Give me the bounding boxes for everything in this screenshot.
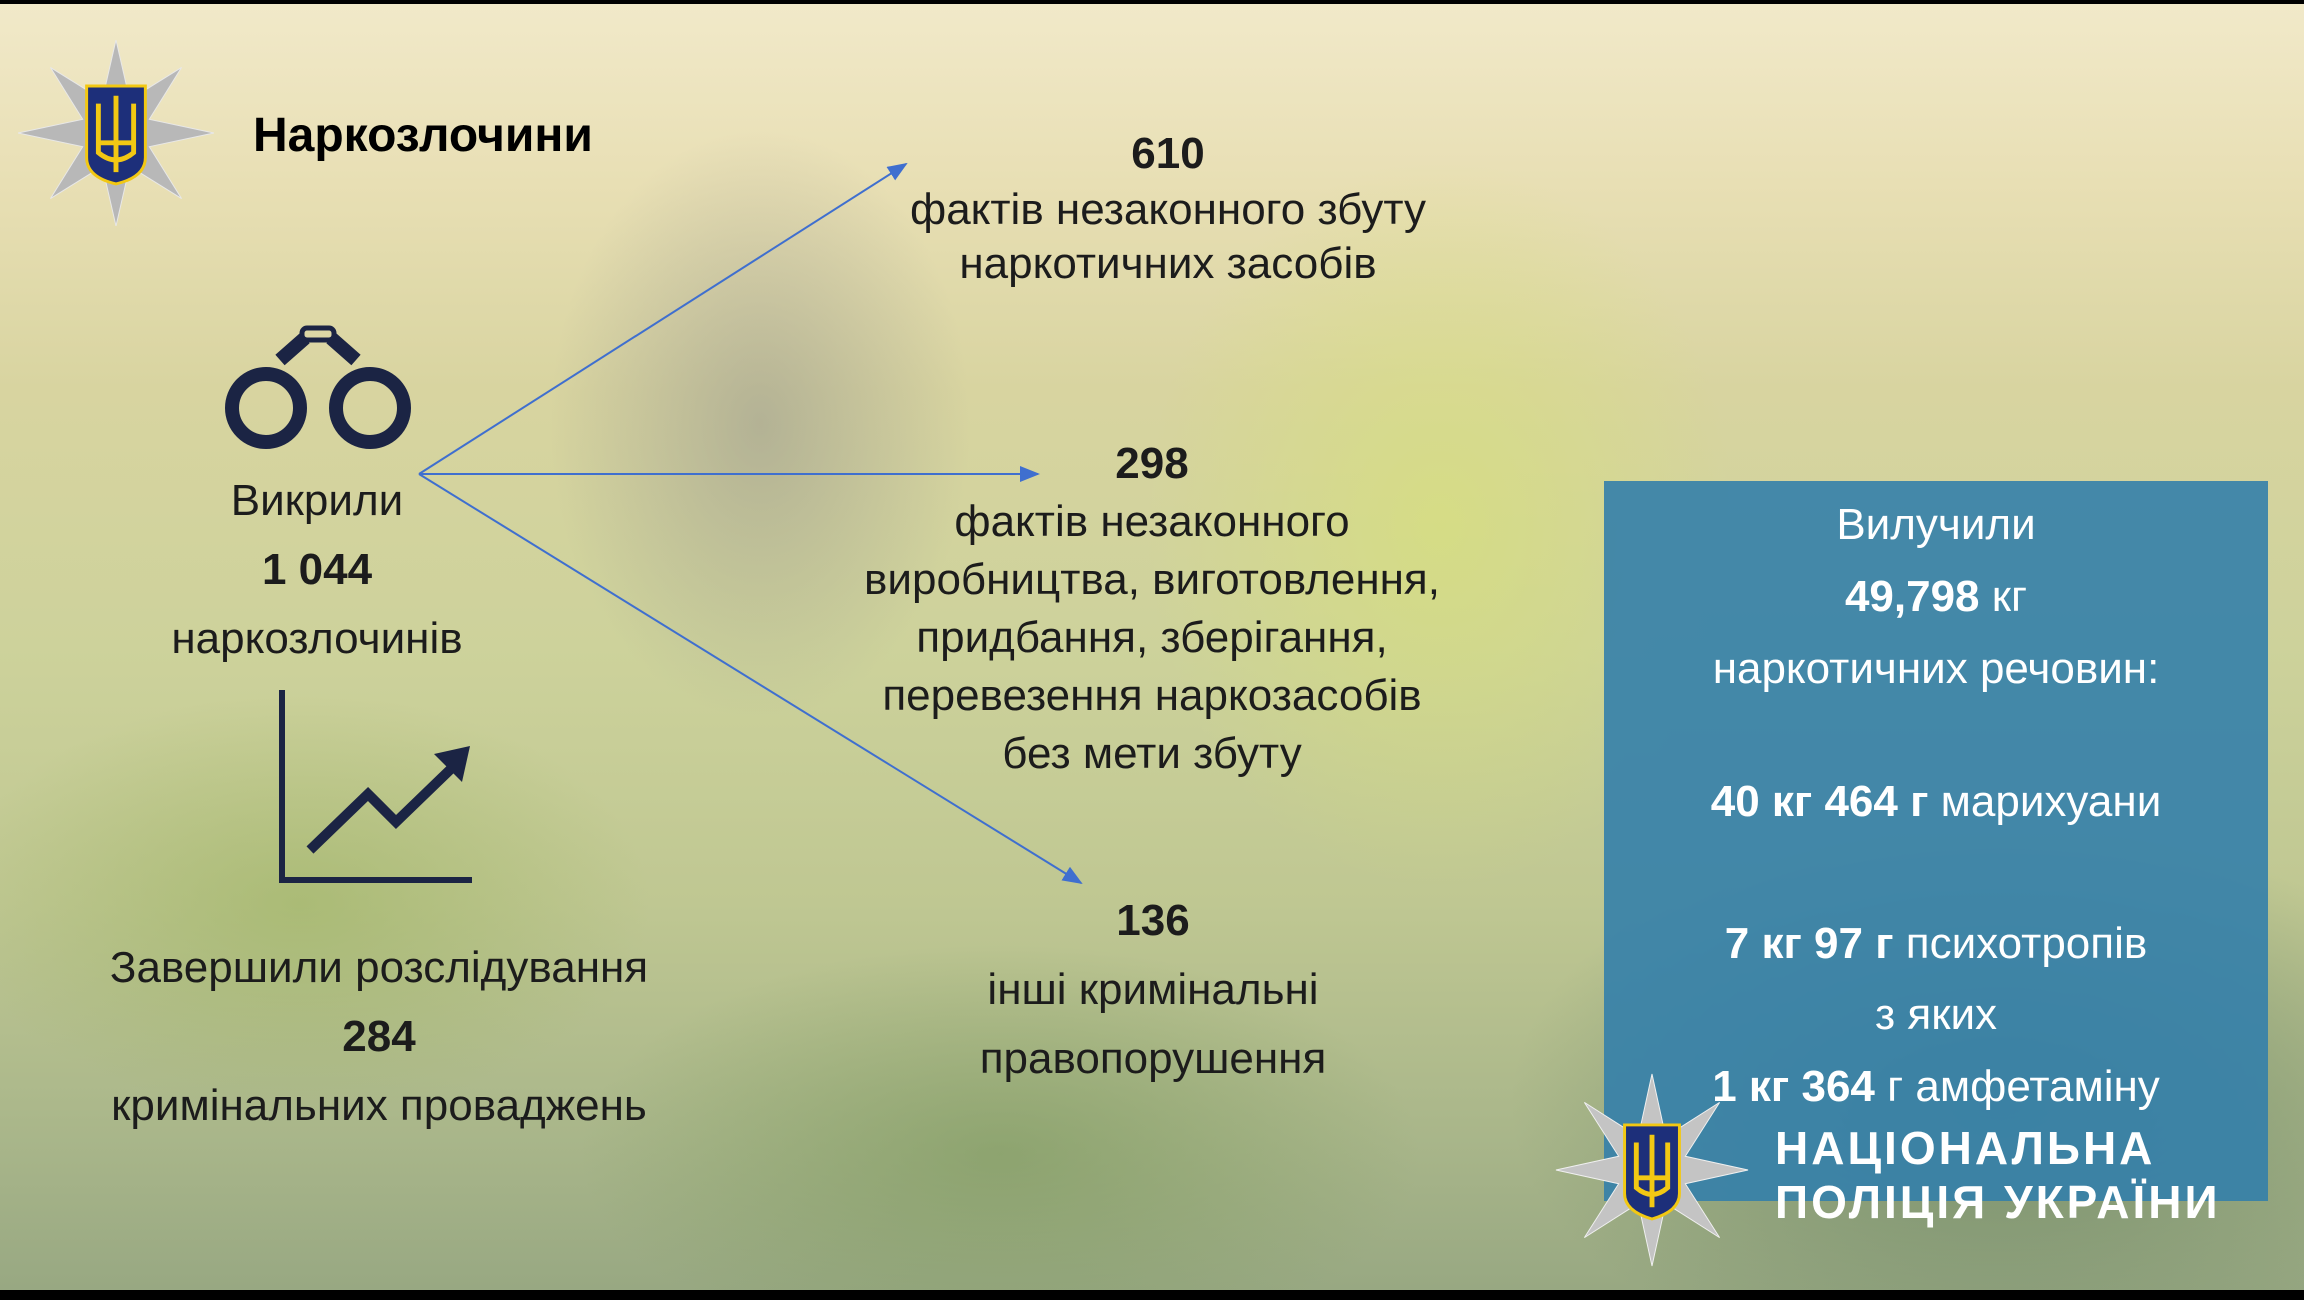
line: правопорушення bbox=[979, 1034, 1327, 1083]
breakdown-136: 136 інші кримінальні правопорушення bbox=[980, 886, 1327, 1093]
exposed-label: Викрили bbox=[230, 476, 404, 525]
line: наркотичних засобів bbox=[959, 239, 1377, 288]
line: фактів незаконного збуту bbox=[909, 185, 1427, 234]
police-emblem-icon bbox=[18, 40, 214, 226]
page-title: Наркозлочини bbox=[253, 109, 593, 162]
line: фактів незаконного bbox=[954, 497, 1350, 546]
completed-label: Завершили розслідування bbox=[109, 943, 649, 992]
seized-amphetamine: 1 кг 364 г амфетаміну bbox=[1712, 1058, 2160, 1116]
seized-of-which: з яких bbox=[1874, 990, 1998, 1039]
amount: 1 кг 364 bbox=[1712, 1062, 1875, 1111]
seized-panel bbox=[1604, 481, 2268, 1201]
substance: психотропів bbox=[1905, 919, 2148, 968]
police-emblem-footer-icon bbox=[1555, 1073, 1749, 1267]
line: придбання, зберігання, bbox=[916, 613, 1388, 662]
completed-count: 284 bbox=[342, 1012, 416, 1061]
exposed-unit: наркозлочинів bbox=[171, 614, 463, 663]
seized-desc: наркотичних речовин: bbox=[1712, 644, 2160, 693]
line: виробництва, виготовлення, bbox=[864, 555, 1440, 604]
seized-total: 49,798 кг bbox=[1845, 568, 2027, 626]
line: перевезення наркозасобів bbox=[882, 671, 1422, 720]
line: без мети збуту bbox=[1002, 729, 1302, 778]
total-value: 49,798 bbox=[1844, 572, 1980, 621]
seized-label: Вилучили bbox=[1836, 500, 2036, 549]
breakdown-610: 610 фактів незаконного збуту наркотичних… bbox=[910, 125, 1426, 291]
handcuffs-icon bbox=[225, 325, 411, 449]
growth-chart-icon bbox=[279, 690, 472, 883]
amount: 40 кг 464 г bbox=[1710, 777, 1929, 826]
count: 136 bbox=[1116, 896, 1190, 945]
completed-unit: кримінальних проваджень bbox=[111, 1081, 647, 1130]
breakdown-298: 298 фактів незаконного виробництва, виго… bbox=[864, 435, 1440, 783]
slide: Наркозлочини Викрили 1 044 наркозлочинів… bbox=[0, 4, 2304, 1290]
arrow-to-610 bbox=[418, 162, 908, 475]
amount: 7 кг 97 г bbox=[1724, 919, 1894, 968]
count: 298 bbox=[1115, 439, 1189, 488]
brand-line-2: ПОЛІЦІЯ УКРАЇНИ bbox=[1775, 1176, 2221, 1228]
seized-marijuana: 40 кг 464 г марихуани bbox=[1711, 773, 2162, 831]
total-unit: кг bbox=[1991, 572, 2028, 621]
brand-line-1: НАЦІОНАЛЬНА bbox=[1775, 1122, 2156, 1174]
seized-psychotropics: 7 кг 97 г психотропів bbox=[1725, 915, 2147, 973]
substance: марихуани bbox=[1940, 777, 2162, 826]
arrow-to-136 bbox=[418, 473, 1083, 885]
substance: г амфетаміну bbox=[1887, 1062, 2160, 1111]
connector-arrows bbox=[418, 162, 1083, 885]
exposed-count: 1 044 bbox=[261, 545, 373, 594]
line: інші кримінальні bbox=[987, 965, 1319, 1014]
count: 610 bbox=[1131, 129, 1205, 178]
